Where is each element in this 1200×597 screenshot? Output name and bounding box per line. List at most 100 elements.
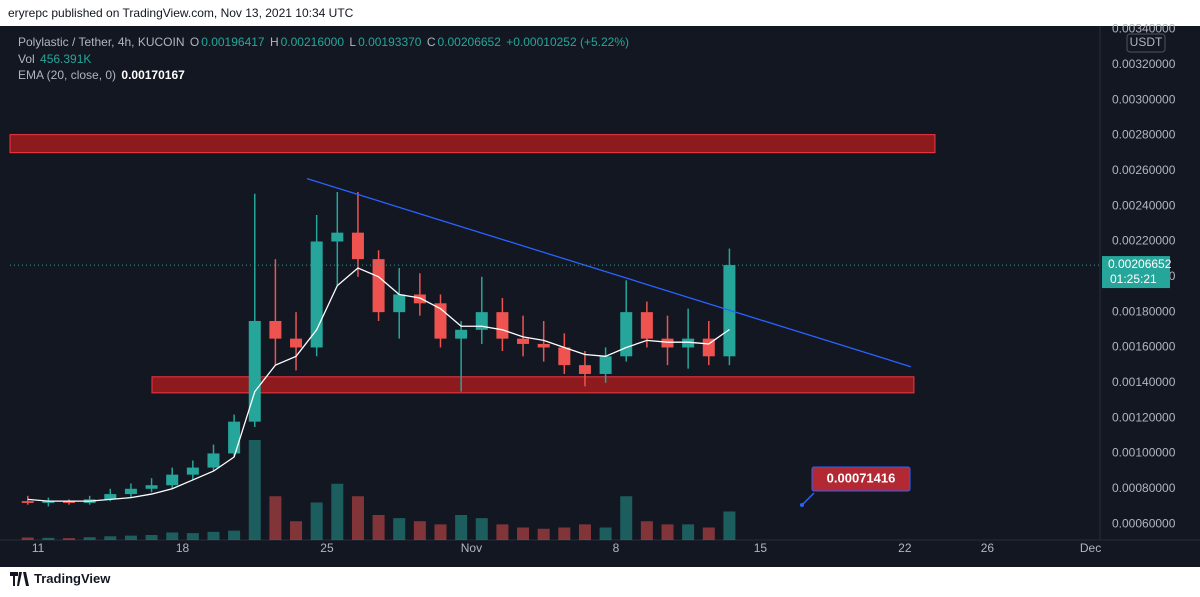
volume-bar — [537, 528, 550, 540]
y-tick-label: 0.00300000 — [1112, 92, 1176, 106]
candle-body — [578, 365, 591, 374]
ema-key: EMA (20, close, 0) — [18, 68, 117, 82]
symbol-legend: Polylastic / Tether, 4h, KUCOIN O 0.00196… — [18, 35, 631, 49]
candle-body — [455, 329, 468, 339]
volume-bar — [228, 530, 241, 540]
volume-bar — [207, 531, 220, 540]
candle-body — [661, 338, 674, 348]
candle-body — [310, 241, 323, 348]
symbol: Polylastic / Tether, 4h, KUCOIN — [18, 35, 185, 49]
currency-box — [1126, 33, 1166, 53]
last-price-label: 0.00206652 — [1108, 257, 1172, 271]
y-tick-label: 0.00280000 — [1112, 128, 1176, 142]
currency: USDT — [1130, 35, 1163, 49]
volume-bar — [455, 515, 468, 540]
candle-body — [496, 312, 509, 339]
candle-body — [186, 467, 199, 475]
x-tick-label: 18 — [176, 541, 190, 555]
volume-bar — [63, 538, 76, 540]
footer: TradingView — [34, 571, 111, 586]
y-tick-label: 0.00060000 — [1112, 516, 1176, 530]
candle-body — [166, 474, 179, 486]
candle-body — [290, 338, 303, 348]
candle-body — [228, 421, 241, 454]
candle-body — [682, 338, 695, 348]
change: +0.00010252 (+5.22%) — [506, 35, 629, 49]
ohlc-key: O — [189, 35, 200, 49]
candle-body — [475, 312, 488, 330]
y-tick-label: 0.00320000 — [1112, 57, 1176, 71]
countdown: 01:25:21 — [1110, 272, 1157, 286]
volume-bar — [599, 527, 612, 540]
price-zone — [151, 376, 915, 394]
x-tick-label: 8 — [613, 541, 620, 555]
x-tick-label: Nov — [461, 541, 482, 555]
candle-body — [63, 501, 76, 503]
candle-body — [620, 312, 633, 357]
candle-body — [517, 338, 530, 344]
volume-bar — [21, 537, 34, 540]
y-tick-label: 0.00260000 — [1112, 163, 1176, 177]
ohlc-value: 0.00216000 — [280, 35, 345, 49]
volume-bar — [620, 496, 633, 540]
annotation-box — [811, 466, 911, 492]
volume-bar — [578, 524, 591, 540]
volume-bar — [124, 535, 137, 540]
candle-body — [331, 232, 344, 242]
volume-legend: Vol 456.391K — [18, 52, 93, 66]
candle-body — [434, 303, 447, 339]
y-tick-label: 0.00340000 — [1112, 22, 1176, 36]
y-tick-label: 0.00160000 — [1112, 340, 1176, 354]
volume-bar — [517, 527, 530, 540]
y-tick-label: 0.00220000 — [1112, 234, 1176, 248]
candle-body — [145, 485, 158, 489]
candle-body — [42, 501, 55, 503]
candle-body — [248, 320, 261, 422]
volume-bar — [290, 521, 303, 540]
price-zone — [9, 134, 936, 154]
volume-bar — [372, 515, 385, 540]
y-tick-label: 0.00240000 — [1112, 198, 1176, 212]
volume-bar — [640, 521, 653, 540]
volume-bar — [104, 536, 117, 540]
ema-legend: EMA (20, close, 0) 0.00170167 — [18, 68, 187, 82]
volume-bar — [186, 533, 199, 540]
ohlc-value: 0.00206652 — [437, 35, 501, 49]
x-tick-label: 15 — [754, 541, 768, 555]
candle-body — [207, 453, 220, 468]
volume-bar — [475, 518, 488, 540]
y-tick-label: 0.00120000 — [1112, 410, 1176, 424]
volume-bar — [166, 532, 179, 540]
volume-bar — [413, 521, 426, 540]
volume-bar — [248, 440, 261, 540]
x-tick-label: 26 — [981, 541, 995, 555]
annotation-dot — [800, 503, 804, 507]
volume-bar — [682, 524, 695, 540]
annotation-label: 0.00071416 — [827, 470, 896, 485]
candle-body — [372, 259, 385, 313]
candle-body — [124, 488, 137, 495]
volume-bar — [310, 502, 323, 540]
volume-bar — [42, 537, 55, 540]
ohlc-key: L — [349, 35, 357, 49]
volume-bar — [393, 518, 406, 540]
volume-bar — [434, 524, 447, 540]
volume-bar — [83, 537, 96, 540]
volume-key: Vol — [18, 52, 35, 66]
volume-bar — [723, 511, 736, 540]
ema-value: 0.00170167 — [121, 68, 185, 82]
volume-bar — [269, 496, 282, 540]
y-tick-label: 0.00100000 — [1112, 446, 1176, 460]
ohlc-key: C — [426, 35, 436, 49]
volume-value: 456.391K — [40, 52, 92, 66]
candle-body — [413, 294, 426, 304]
trendline — [306, 177, 912, 368]
ohlc-value: 0.00193370 — [358, 35, 422, 49]
candle-body — [640, 312, 653, 339]
volume-bar — [351, 496, 364, 540]
candle-body — [558, 347, 571, 366]
candle-body — [599, 356, 612, 374]
x-tick-label: 25 — [320, 541, 334, 555]
